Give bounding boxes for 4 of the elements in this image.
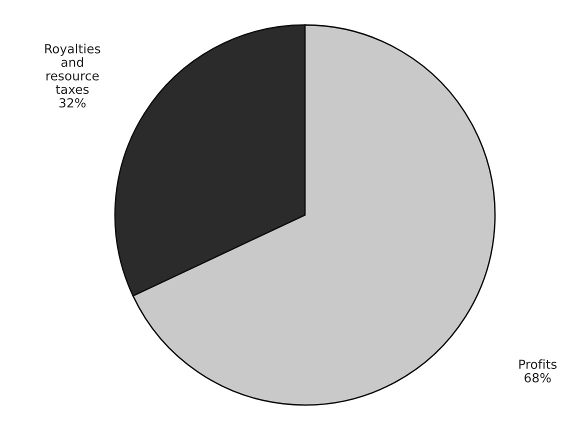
data-label: 32% bbox=[59, 98, 86, 108]
slice-label: Royalties and resource taxes bbox=[45, 44, 100, 94]
data-label: 68% bbox=[524, 373, 551, 383]
slice-label: Profits bbox=[519, 359, 557, 369]
